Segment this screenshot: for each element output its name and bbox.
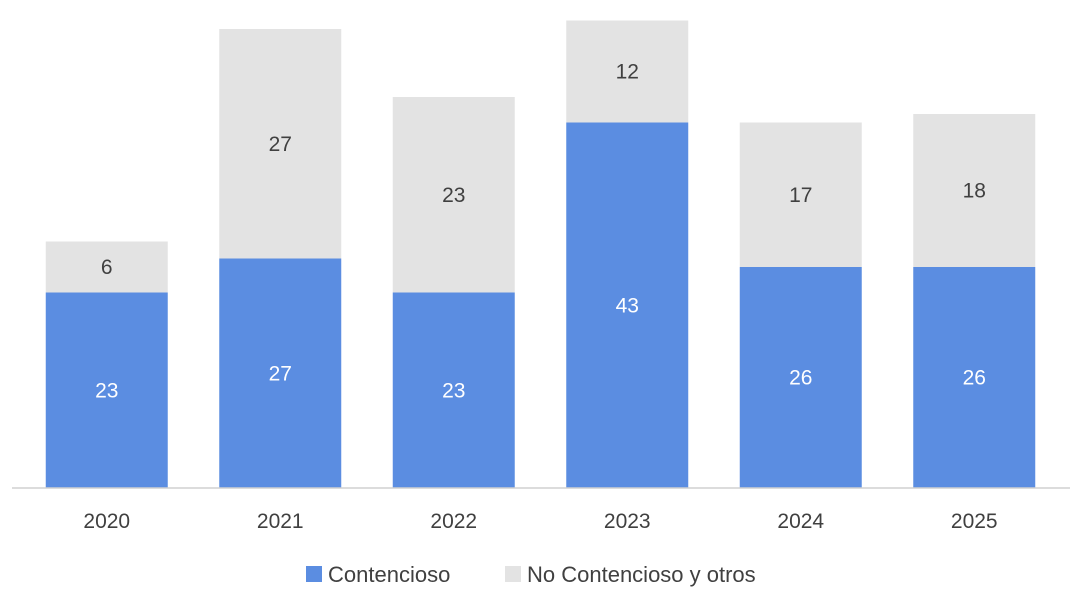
bar-contencioso-2021: [219, 258, 342, 488]
value-label-no-contencioso-2021: 27: [269, 133, 292, 156]
bar-contencioso-2023: [566, 122, 689, 488]
value-label-contencioso-2025: 26: [963, 367, 986, 390]
legend-label-no-contencioso: No Contencioso y otros: [527, 562, 756, 587]
x-tick-label-2021: 2021: [257, 510, 304, 533]
legend-label-contencioso: Contencioso: [328, 562, 450, 587]
bar-no-contencioso-2024: [739, 122, 862, 267]
value-label-no-contencioso-2024: 17: [789, 184, 812, 207]
legend-swatch-contencioso: [306, 566, 322, 582]
legend: Contencioso No Contencioso y otros: [306, 562, 756, 587]
value-labels-group: 23 6 27 27 23 23 43 12 26 17 26 18: [95, 61, 986, 403]
x-tick-label-2025: 2025: [951, 510, 998, 533]
bar-contencioso-2024: [739, 267, 862, 488]
value-label-contencioso-2020: 23: [95, 379, 118, 402]
value-label-contencioso-2023: 43: [616, 294, 639, 317]
x-tick-labels: 2020 2021 2022 2023 2024 2025: [83, 510, 997, 533]
value-label-no-contencioso-2020: 6: [101, 256, 113, 279]
x-tick-label-2023: 2023: [604, 510, 651, 533]
bar-no-contencioso-2023: [566, 20, 689, 123]
x-tick-label-2024: 2024: [777, 510, 824, 533]
value-label-contencioso-2022: 23: [442, 379, 465, 402]
value-label-contencioso-2021: 27: [269, 362, 292, 385]
x-tick-label-2022: 2022: [430, 510, 477, 533]
bar-no-contencioso-2025: [913, 114, 1036, 267]
bar-contencioso-2020: [45, 292, 168, 488]
value-label-no-contencioso-2023: 12: [616, 61, 639, 84]
value-label-contencioso-2024: 26: [789, 367, 812, 390]
value-label-no-contencioso-2022: 23: [442, 184, 465, 207]
bar-no-contencioso-2020: [45, 241, 168, 293]
legend-swatch-no-contencioso: [505, 566, 521, 582]
x-tick-label-2020: 2020: [83, 510, 130, 533]
bars-group: [45, 20, 1036, 488]
bar-no-contencioso-2021: [219, 29, 342, 259]
bar-contencioso-2025: [913, 267, 1036, 488]
bar-contencioso-2022: [392, 292, 515, 488]
value-label-no-contencioso-2025: 18: [963, 180, 986, 203]
bar-no-contencioso-2022: [392, 97, 515, 293]
